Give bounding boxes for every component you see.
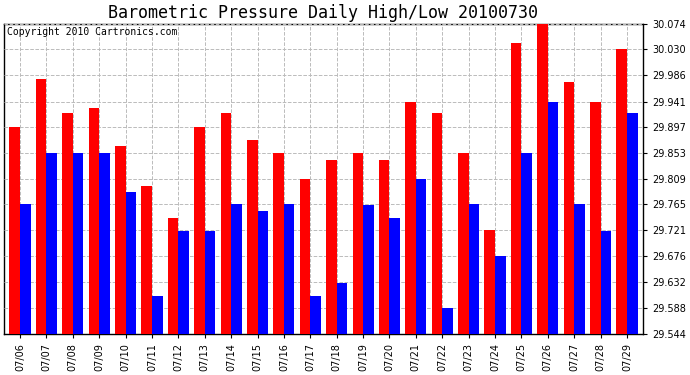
Bar xyxy=(538,24,548,334)
Bar xyxy=(310,296,321,334)
Bar xyxy=(178,231,189,334)
Bar xyxy=(600,231,611,334)
Bar xyxy=(299,179,310,334)
Bar xyxy=(484,230,495,334)
Bar xyxy=(574,204,584,334)
Bar xyxy=(152,296,163,334)
Bar xyxy=(353,153,363,334)
Bar xyxy=(257,211,268,334)
Bar xyxy=(389,218,400,334)
Bar xyxy=(126,192,136,334)
Bar xyxy=(62,113,72,334)
Bar xyxy=(194,127,205,334)
Bar xyxy=(337,283,347,334)
Bar xyxy=(284,204,295,334)
Bar xyxy=(363,205,373,334)
Bar xyxy=(522,153,532,334)
Bar xyxy=(458,153,469,334)
Bar xyxy=(273,153,284,334)
Bar xyxy=(115,146,126,334)
Text: Copyright 2010 Cartronics.com: Copyright 2010 Cartronics.com xyxy=(8,27,178,37)
Bar xyxy=(511,43,522,334)
Bar xyxy=(205,231,215,334)
Bar xyxy=(495,256,506,334)
Bar xyxy=(36,79,46,334)
Bar xyxy=(564,82,574,334)
Bar xyxy=(88,108,99,334)
Bar xyxy=(442,308,453,334)
Bar xyxy=(231,204,241,334)
Bar xyxy=(247,140,257,334)
Bar xyxy=(326,160,337,334)
Bar xyxy=(72,153,83,334)
Bar xyxy=(141,186,152,334)
Bar xyxy=(99,153,110,334)
Bar xyxy=(548,102,558,334)
Bar xyxy=(168,218,178,334)
Bar xyxy=(432,113,442,334)
Bar xyxy=(379,160,389,334)
Bar xyxy=(405,102,416,334)
Bar xyxy=(20,204,30,334)
Bar xyxy=(616,50,627,334)
Bar xyxy=(590,102,600,334)
Bar xyxy=(469,204,479,334)
Bar xyxy=(416,179,426,334)
Bar xyxy=(221,113,231,334)
Bar xyxy=(627,113,638,334)
Bar xyxy=(46,153,57,334)
Bar xyxy=(10,127,20,334)
Title: Barometric Pressure Daily High/Low 20100730: Barometric Pressure Daily High/Low 20100… xyxy=(108,4,538,22)
